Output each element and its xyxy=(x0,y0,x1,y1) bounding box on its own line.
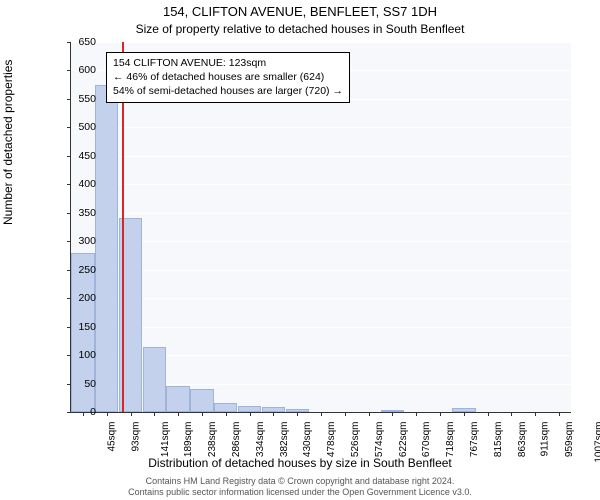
xtick-mark xyxy=(202,412,203,416)
xtick-mark xyxy=(345,412,346,416)
ytick-label: 650 xyxy=(78,36,96,48)
xtick-mark xyxy=(154,412,155,416)
xtick-label: 670sqm xyxy=(422,422,433,458)
ytick-mark xyxy=(67,184,71,185)
xtick-mark xyxy=(131,412,132,416)
histogram-bar xyxy=(143,347,166,412)
ytick-label: 300 xyxy=(78,235,96,247)
xtick-mark xyxy=(488,412,489,416)
xtick-mark xyxy=(440,412,441,416)
gridline xyxy=(71,213,571,214)
xtick-mark xyxy=(297,412,298,416)
xtick-label: 574sqm xyxy=(374,422,385,458)
xtick-label: 959sqm xyxy=(564,422,575,458)
xtick-label: 526sqm xyxy=(350,422,361,458)
xtick-label: 718sqm xyxy=(445,422,456,458)
xtick-label: 45sqm xyxy=(106,422,117,452)
xtick-label: 911sqm xyxy=(540,422,551,457)
histogram-bar xyxy=(214,403,237,412)
annotation-line-1: 154 CLIFTON AVENUE: 123sqm xyxy=(113,56,343,70)
ytick-label: 350 xyxy=(78,207,96,219)
footnote-line-1: Contains HM Land Registry data © Crown c… xyxy=(0,476,600,487)
xtick-label: 93sqm xyxy=(130,422,141,452)
xtick-label: 189sqm xyxy=(183,422,194,458)
gridline xyxy=(71,241,571,242)
xtick-mark xyxy=(369,412,370,416)
ytick-label: 600 xyxy=(78,64,96,76)
ytick-mark xyxy=(67,42,71,43)
xtick-mark xyxy=(511,412,512,416)
ytick-label: 100 xyxy=(78,349,96,361)
ytick-label: 550 xyxy=(78,93,96,105)
xtick-mark xyxy=(321,412,322,416)
gridline xyxy=(71,156,571,157)
gridline xyxy=(71,270,571,271)
xtick-label: 622sqm xyxy=(398,422,409,458)
xtick-label: 334sqm xyxy=(255,422,266,458)
xtick-mark xyxy=(273,412,274,416)
annotation-line-3: 54% of semi-detached houses are larger (… xyxy=(113,84,343,98)
ytick-mark xyxy=(67,99,71,100)
histogram-bar xyxy=(95,85,118,412)
ytick-mark xyxy=(67,70,71,71)
annotation-line-2: ← 46% of detached houses are smaller (62… xyxy=(113,70,343,84)
ytick-mark xyxy=(67,127,71,128)
footnote: Contains HM Land Registry data © Crown c… xyxy=(0,476,600,499)
y-axis-label: Number of detached properties xyxy=(1,60,15,225)
ytick-label: 200 xyxy=(78,292,96,304)
xtick-label: 767sqm xyxy=(469,422,480,458)
ytick-mark xyxy=(67,241,71,242)
ytick-mark xyxy=(67,156,71,157)
ytick-label: 250 xyxy=(78,264,96,276)
xtick-mark xyxy=(535,412,536,416)
xtick-label: 815sqm xyxy=(493,422,504,458)
gridline xyxy=(71,298,571,299)
chart-container: 154, CLIFTON AVENUE, BENFLEET, SS7 1DH S… xyxy=(0,0,600,500)
histogram-bar xyxy=(166,386,189,412)
ytick-label: 450 xyxy=(78,150,96,162)
footnote-line-2: Contains public sector information licen… xyxy=(0,487,600,498)
xtick-label: 286sqm xyxy=(231,422,242,458)
xtick-label: 863sqm xyxy=(517,422,528,458)
xtick-label: 141sqm xyxy=(160,422,171,458)
gridline xyxy=(71,327,571,328)
ytick-label: 0 xyxy=(90,406,96,418)
ytick-label: 500 xyxy=(78,121,96,133)
ytick-label: 400 xyxy=(78,178,96,190)
xtick-label: 430sqm xyxy=(302,422,313,458)
xtick-mark xyxy=(83,412,84,416)
ytick-label: 50 xyxy=(84,378,96,390)
chart-title-2: Size of property relative to detached ho… xyxy=(0,22,600,36)
xtick-label: 478sqm xyxy=(326,422,337,458)
xtick-mark xyxy=(464,412,465,416)
xtick-mark xyxy=(250,412,251,416)
xtick-mark xyxy=(178,412,179,416)
xtick-mark xyxy=(416,412,417,416)
ytick-mark xyxy=(67,213,71,214)
annotation-box: 154 CLIFTON AVENUE: 123sqm ← 46% of deta… xyxy=(106,52,350,103)
xtick-mark xyxy=(107,412,108,416)
ytick-mark xyxy=(67,412,71,413)
xtick-label: 382sqm xyxy=(279,422,290,458)
xtick-label: 1007sqm xyxy=(594,422,600,463)
plot-area: 154 CLIFTON AVENUE: 123sqm ← 46% of deta… xyxy=(70,42,571,413)
xtick-mark xyxy=(392,412,393,416)
gridline xyxy=(71,127,571,128)
gridline xyxy=(71,42,571,43)
gridline xyxy=(71,184,571,185)
ytick-label: 150 xyxy=(78,321,96,333)
xtick-mark xyxy=(559,412,560,416)
xtick-mark xyxy=(226,412,227,416)
x-axis-label: Distribution of detached houses by size … xyxy=(0,456,600,470)
chart-title-1: 154, CLIFTON AVENUE, BENFLEET, SS7 1DH xyxy=(0,4,600,19)
histogram-bar xyxy=(190,389,213,412)
xtick-label: 238sqm xyxy=(207,422,218,458)
